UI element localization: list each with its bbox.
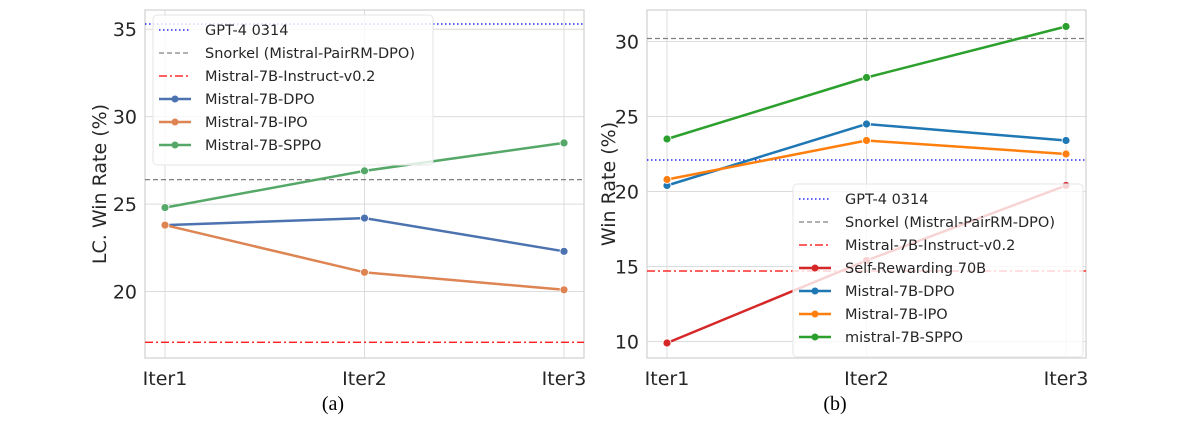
data-point <box>559 285 569 295</box>
legend-marker <box>811 333 819 341</box>
y-tick-label: 30 <box>113 107 137 129</box>
data-point <box>662 338 672 348</box>
legend-label: Mistral-7B-IPO <box>205 115 308 131</box>
data-point <box>1061 149 1071 159</box>
legend-marker <box>171 118 179 126</box>
legend-label: Snorkel (Mistral-PairRM-DPO) <box>205 46 415 62</box>
legend-label: GPT-4 0314 <box>845 192 928 208</box>
y-tick-label: 35 <box>113 19 137 41</box>
data-point <box>360 267 369 277</box>
legend-marker <box>171 141 179 149</box>
legend-label: mistral-7B-SPPO <box>845 330 963 346</box>
legend-label: Mistral-7B-IPO <box>845 307 948 323</box>
legend-label: Mistral-7B-SPPO <box>205 138 321 154</box>
x-tick-label: Iter3 <box>1044 368 1089 390</box>
legend-box <box>152 14 434 166</box>
x-tick-label: Iter3 <box>542 368 587 390</box>
y-tick-label: 25 <box>113 194 137 216</box>
legend-label: GPT-4 0314 <box>205 23 288 39</box>
y-tick-label: 20 <box>113 282 137 304</box>
legend: GPT-4 0314 Snorkel (Mistral-PairRM-DPO) Mi… <box>792 183 1084 358</box>
chart-1: 10 15 20 25 30 Iter1 Iter2 Iter3 Win Rate (%) (b)… <box>598 9 1089 415</box>
legend-label: Mistral-7B-Instruct-v0.2 <box>845 238 1015 254</box>
plot-frame <box>646 9 1087 359</box>
data-point <box>160 203 170 213</box>
x-tick-label: Iter2 <box>844 368 889 390</box>
legend-box <box>792 183 1084 358</box>
legend: GPT-4 0314 Snorkel (Mistral-PairRM-DPO) Mi… <box>152 14 434 166</box>
legend-marker <box>811 310 819 318</box>
data-point <box>662 175 672 184</box>
y-axis-label: LC. Win Rate (%) <box>89 104 111 264</box>
y-tick-label: 15 <box>615 257 639 279</box>
legend-label: Mistral-7B-DPO <box>845 284 955 300</box>
chart-0: 20 25 30 35 Iter1 Iter2 Iter3 LC. Win Rate (%) (… <box>89 9 587 415</box>
y-tick-label: 30 <box>615 32 639 54</box>
legend-marker <box>171 95 179 103</box>
chart-caption: (a) <box>322 393 344 415</box>
chart-caption: (b) <box>823 393 846 415</box>
data-point <box>360 213 369 223</box>
y-axis-label: Win Rate (%) <box>598 122 620 246</box>
data-point <box>1061 22 1071 31</box>
data-point <box>360 166 369 176</box>
data-point <box>160 220 170 230</box>
y-tick-label: 25 <box>615 107 639 129</box>
legend-label: Mistral-7B-Instruct-v0.2 <box>205 69 375 85</box>
data-point <box>862 119 871 129</box>
y-tick-label: 10 <box>615 332 639 354</box>
x-tick-label: Iter1 <box>645 368 690 390</box>
x-tick-label: Iter2 <box>342 368 387 390</box>
data-point <box>862 73 871 82</box>
legend-marker <box>811 287 819 295</box>
plot-frame <box>144 9 585 359</box>
y-tick-label: 20 <box>615 182 639 204</box>
legend-label: Self-Rewarding 70B <box>845 261 986 277</box>
x-tick-label: Iter1 <box>143 368 188 390</box>
data-point <box>1061 136 1071 145</box>
data-point <box>559 246 569 256</box>
legend-label: Snorkel (Mistral-PairRM-DPO) <box>845 215 1055 231</box>
legend-marker <box>811 264 819 272</box>
data-point <box>662 134 672 144</box>
data-point <box>862 136 871 145</box>
legend-label: Mistral-7B-DPO <box>205 92 315 108</box>
data-point <box>559 138 569 148</box>
